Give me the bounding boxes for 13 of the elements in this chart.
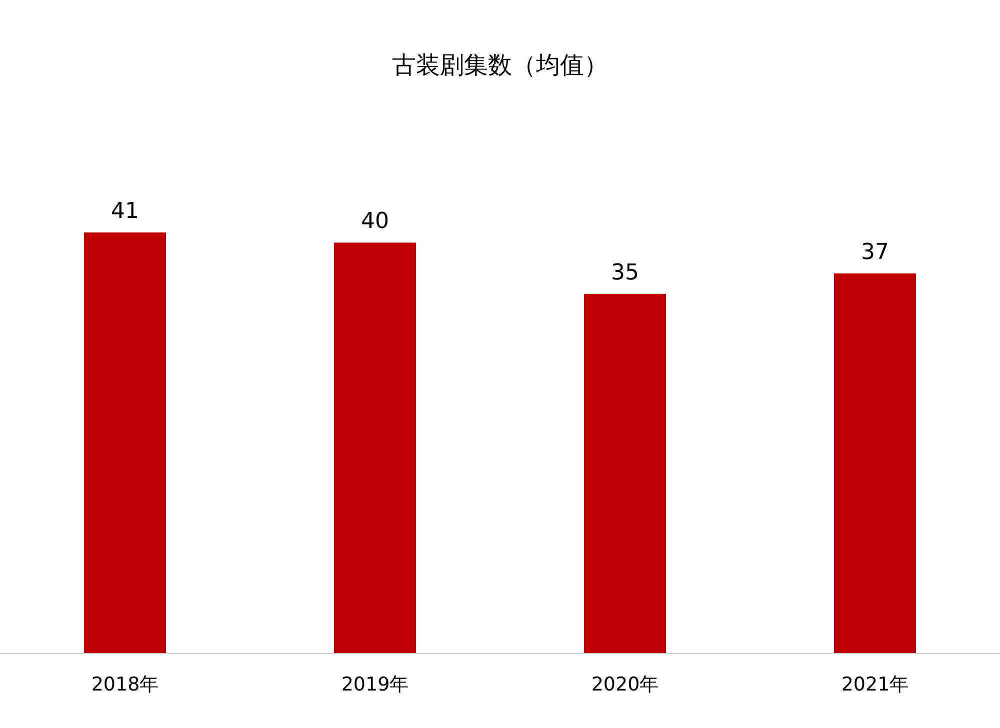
data-label: 37 [861,240,889,265]
x-tick-label: 2019年 [341,674,409,696]
bar [334,242,416,653]
x-tick-label: 2020年 [591,674,659,696]
data-label: 35 [611,260,639,286]
x-tick-label: 2018年 [91,674,159,696]
bar [584,294,666,653]
data-label: 40 [361,209,389,234]
chart-title: 古装剧集数（均值） [392,51,608,79]
data-label: 41 [111,198,139,224]
bar [834,273,916,653]
x-tick-label: 2021年 [841,674,909,696]
bar [84,232,166,653]
